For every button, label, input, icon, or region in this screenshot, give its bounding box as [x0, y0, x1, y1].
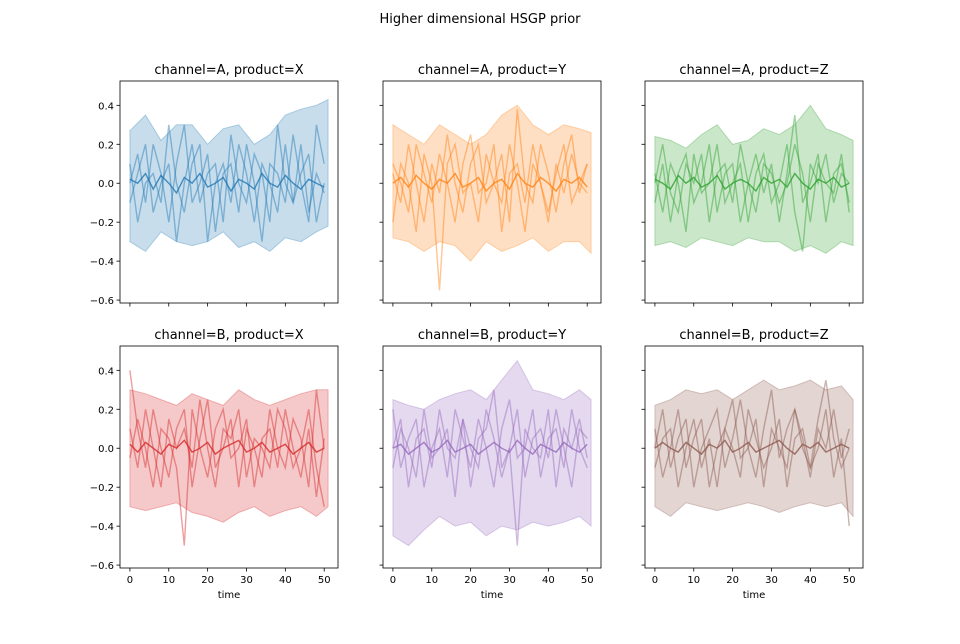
sample-line: [654, 399, 850, 488]
sample-line: [129, 172, 325, 195]
x-tick-label: 30: [765, 575, 778, 586]
x-axis-label: time: [743, 590, 766, 601]
sample-line: [654, 144, 850, 223]
x-tick-label: 0: [390, 575, 396, 586]
axes-frame: [382, 345, 602, 569]
hdi-band: [129, 98, 329, 253]
x-tick-label: 40: [542, 575, 555, 586]
sample-line: [129, 439, 325, 456]
subplot-title: channel=B, product=Z: [679, 328, 828, 343]
x-tick-label: 0: [652, 575, 658, 586]
x-tick-label: 50: [318, 575, 331, 586]
subplot-title: channel=A, product=Y: [418, 63, 566, 78]
y-tick-label: −0.4: [90, 522, 114, 533]
subplot-6: channel=B, product=Z 0 10 20 30 40 50 time: [641, 328, 864, 601]
x-tick-label: 40: [804, 575, 817, 586]
subplot-5: channel=B, product=Y 0 10 20 30 40 50 time: [379, 328, 602, 601]
subplot-2: channel=A, product=Y: [379, 63, 602, 307]
x-tick-label: 10: [425, 575, 438, 586]
subplot-title: channel=A, product=X: [154, 63, 303, 78]
y-tick-label: 0.2: [98, 140, 114, 151]
sample-line: [392, 439, 588, 456]
y-tick-label: 0.4: [98, 101, 114, 112]
x-tick-label: 0: [127, 575, 133, 586]
y-tick-label: −0.4: [90, 257, 114, 268]
sample-line: [654, 439, 850, 456]
x-tick-label: 30: [503, 575, 516, 586]
axes-frame: [644, 80, 864, 304]
x-tick-label: 40: [279, 575, 292, 586]
sample-line: [392, 141, 588, 291]
x-tick-label: 50: [581, 575, 594, 586]
axes-frame: [644, 345, 864, 569]
sample-line: [654, 115, 850, 223]
sample-line: [392, 389, 588, 488]
y-tick-label: 0.0: [98, 444, 114, 455]
x-tick-label: 10: [687, 575, 700, 586]
y-tick-label: −0.6: [90, 561, 114, 572]
y-tick-label: −0.6: [90, 296, 114, 307]
x-axis-label: time: [218, 590, 241, 601]
sample-line: [129, 399, 325, 507]
subplot-title: channel=B, product=X: [154, 328, 303, 343]
y-tick-label: 0.4: [98, 366, 114, 377]
x-tick-label: 20: [464, 575, 477, 586]
sample-line: [392, 172, 588, 193]
sample-line: [654, 379, 850, 488]
subplot-1: channel=A, product=X −0.6 −0.4 −0.2 0.0 0.2 0.…: [90, 63, 339, 307]
sample-line: [129, 406, 325, 546]
axes-frame: [119, 80, 339, 304]
y-tick-label: −0.2: [90, 483, 114, 494]
sample-line: [392, 399, 588, 488]
sample-line: [654, 172, 850, 193]
sample-line: [392, 409, 588, 546]
y-tick-label: 0.2: [98, 405, 114, 416]
hdi-band: [392, 104, 592, 262]
x-tick-label: 20: [726, 575, 739, 586]
y-tick-label: 0.0: [98, 179, 114, 190]
figure-title: Higher dimensional HSGP prior: [380, 12, 582, 27]
subplot-3: channel=A, product=Z: [641, 63, 864, 307]
axes-frame: [119, 345, 339, 569]
hdi-band: [654, 104, 854, 254]
subplot-title: channel=A, product=Z: [679, 63, 828, 78]
subplot-title: channel=B, product=Y: [418, 328, 566, 343]
sample-line: [392, 109, 588, 223]
x-tick-label: 20: [201, 575, 214, 586]
sample-line: [129, 124, 325, 242]
x-axis-label: time: [481, 590, 504, 601]
hdi-band: [654, 379, 854, 518]
hdi-band: [392, 359, 592, 547]
sample-line: [129, 124, 325, 242]
x-tick-label: 10: [162, 575, 175, 586]
sample-line: [392, 134, 588, 232]
axes-frame: [382, 80, 602, 304]
y-tick-label: −0.2: [90, 218, 114, 229]
hdi-band: [129, 389, 329, 523]
x-tick-label: 50: [843, 575, 856, 586]
x-tick-label: 30: [240, 575, 253, 586]
subplot-4: channel=B, product=X −0.6 −0.4 −0.2 0.0 0.2 0.…: [90, 328, 339, 601]
